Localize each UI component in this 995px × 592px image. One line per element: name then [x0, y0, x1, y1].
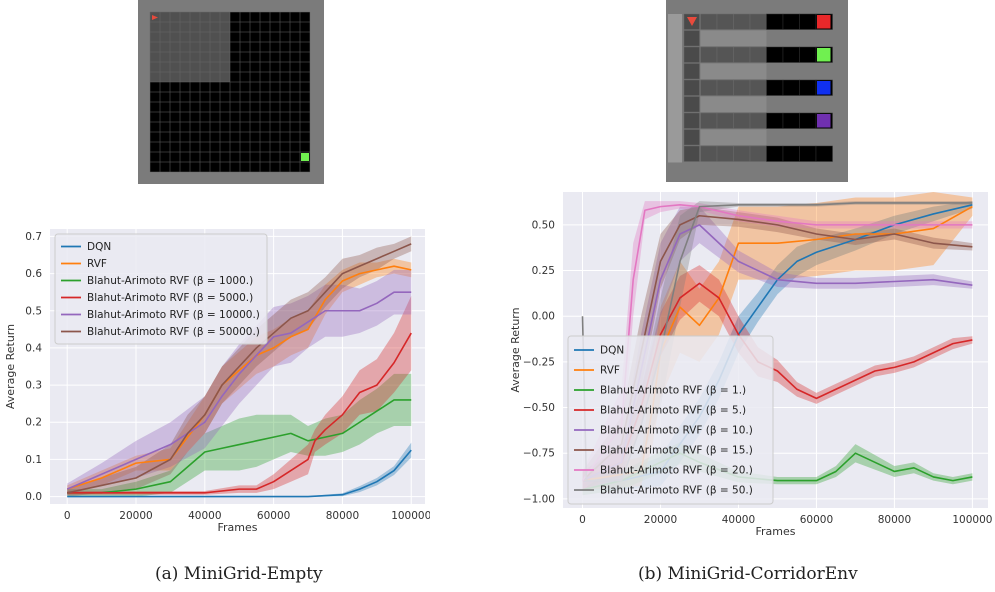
legend — [567, 335, 774, 505]
x-tick-label: 100000 — [391, 510, 430, 522]
caption-minigrid-corridor: (b) MiniGrid-CorridorEnv — [638, 564, 858, 584]
series-band — [67, 373, 412, 497]
y-tick-label: 0.4 — [25, 342, 42, 354]
series-line — [582, 282, 973, 482]
legend-entry: Blahut-Arimoto RVF (β = 10000.) — [87, 309, 260, 321]
x-tick-label: 20000 — [644, 514, 677, 526]
legend-entry: Blahut-Arimoto RVF (β = 1.) — [600, 385, 746, 397]
legend-entry: Blahut-Arimoto RVF (β = 20.) — [600, 465, 753, 477]
legend-entry: Blahut-Arimoto RVF (β = 5.) — [600, 405, 746, 417]
legend-entry: Blahut-Arimoto RVF (β = 15.) — [600, 445, 753, 457]
x-tick-label: 60000 — [800, 514, 833, 526]
x-tick-label: 60000 — [257, 510, 290, 522]
series-line — [67, 449, 412, 498]
x-tick-label: 40000 — [188, 510, 221, 522]
legend — [54, 233, 268, 345]
series-band — [582, 201, 973, 490]
legend-entry: DQN — [600, 345, 624, 357]
env-visible-column — [668, 14, 682, 163]
series-line — [67, 399, 412, 494]
y-tick-label: 0.6 — [25, 268, 42, 280]
x-tick-label: 80000 — [326, 510, 359, 522]
x-tick-label: 80000 — [878, 514, 911, 526]
agent-icon — [152, 15, 158, 20]
y-axis-label: Average Return — [4, 324, 17, 409]
y-tick-label: −0.25 — [523, 356, 555, 368]
minigrid-empty-env-image — [138, 0, 324, 184]
y-tick-label: −0.75 — [523, 448, 555, 460]
goal-icon — [817, 15, 831, 29]
legend-entry: Blahut-Arimoto RVF (β = 5000.) — [87, 292, 253, 304]
x-tick-label: 100000 — [952, 514, 992, 526]
series-band — [582, 206, 973, 490]
y-tick-label: 0.3 — [25, 380, 42, 392]
goal-icon — [817, 114, 831, 128]
goal-icon — [817, 81, 831, 95]
x-tick-label: 20000 — [119, 510, 152, 522]
y-tick-label: 0.7 — [25, 231, 42, 243]
legend-entry: Blahut-Arimoto RVF (β = 50000.) — [87, 326, 260, 338]
y-tick-label: 0.5 — [25, 305, 42, 317]
series-line — [66, 265, 412, 490]
goal-icon — [817, 48, 831, 62]
y-tick-label: 0.2 — [25, 417, 42, 429]
series-band — [582, 192, 973, 490]
caption-minigrid-empty: (a) MiniGrid-Empty — [155, 564, 323, 584]
y-tick-label: −0.50 — [523, 402, 555, 414]
x-tick-label: 0 — [64, 510, 71, 522]
y-tick-label: 0.50 — [532, 219, 555, 231]
legend-entry: Blahut-Arimoto RVF (β = 50.) — [600, 485, 753, 497]
goal-icon — [301, 153, 309, 161]
y-tick-label: 0.00 — [532, 311, 555, 323]
minigrid-corridor-env-image — [666, 0, 848, 182]
legend-entry: RVF — [600, 365, 620, 377]
y-axis-label: Average Return — [509, 307, 522, 392]
series-line — [66, 291, 412, 490]
legend-entry: Blahut-Arimoto RVF (β = 1000.) — [87, 275, 253, 287]
series-band — [582, 265, 973, 490]
x-tick-label: 40000 — [722, 514, 755, 526]
y-tick-label: −1.00 — [523, 493, 555, 505]
x-tick-label: 0 — [579, 514, 586, 526]
legend-entry: Blahut-Arimoto RVF (β = 10.) — [600, 425, 753, 437]
series-band — [67, 269, 412, 495]
y-tick-label: 0.0 — [25, 491, 42, 503]
legend-entry: DQN — [87, 241, 111, 253]
series-line — [67, 332, 412, 494]
agent-icon — [687, 17, 697, 26]
y-tick-label: 0.1 — [25, 454, 42, 466]
chart-minigrid-empty: 0 20000 40000 60000 80000 100000 0.0 0.1 0.2 0.3 0… — [4, 229, 430, 534]
series-band — [67, 258, 412, 493]
x-axis-label: Frames — [755, 525, 795, 538]
series-line — [581, 203, 973, 482]
y-tick-label: 0.25 — [532, 265, 555, 277]
legend-entry: RVF — [87, 258, 107, 270]
x-axis-label: Frames — [217, 521, 257, 534]
chart-minigrid-corridor: 0 20000 40000 60000 80000 100000 −1.00 −0.75 −0.… — [509, 192, 992, 538]
